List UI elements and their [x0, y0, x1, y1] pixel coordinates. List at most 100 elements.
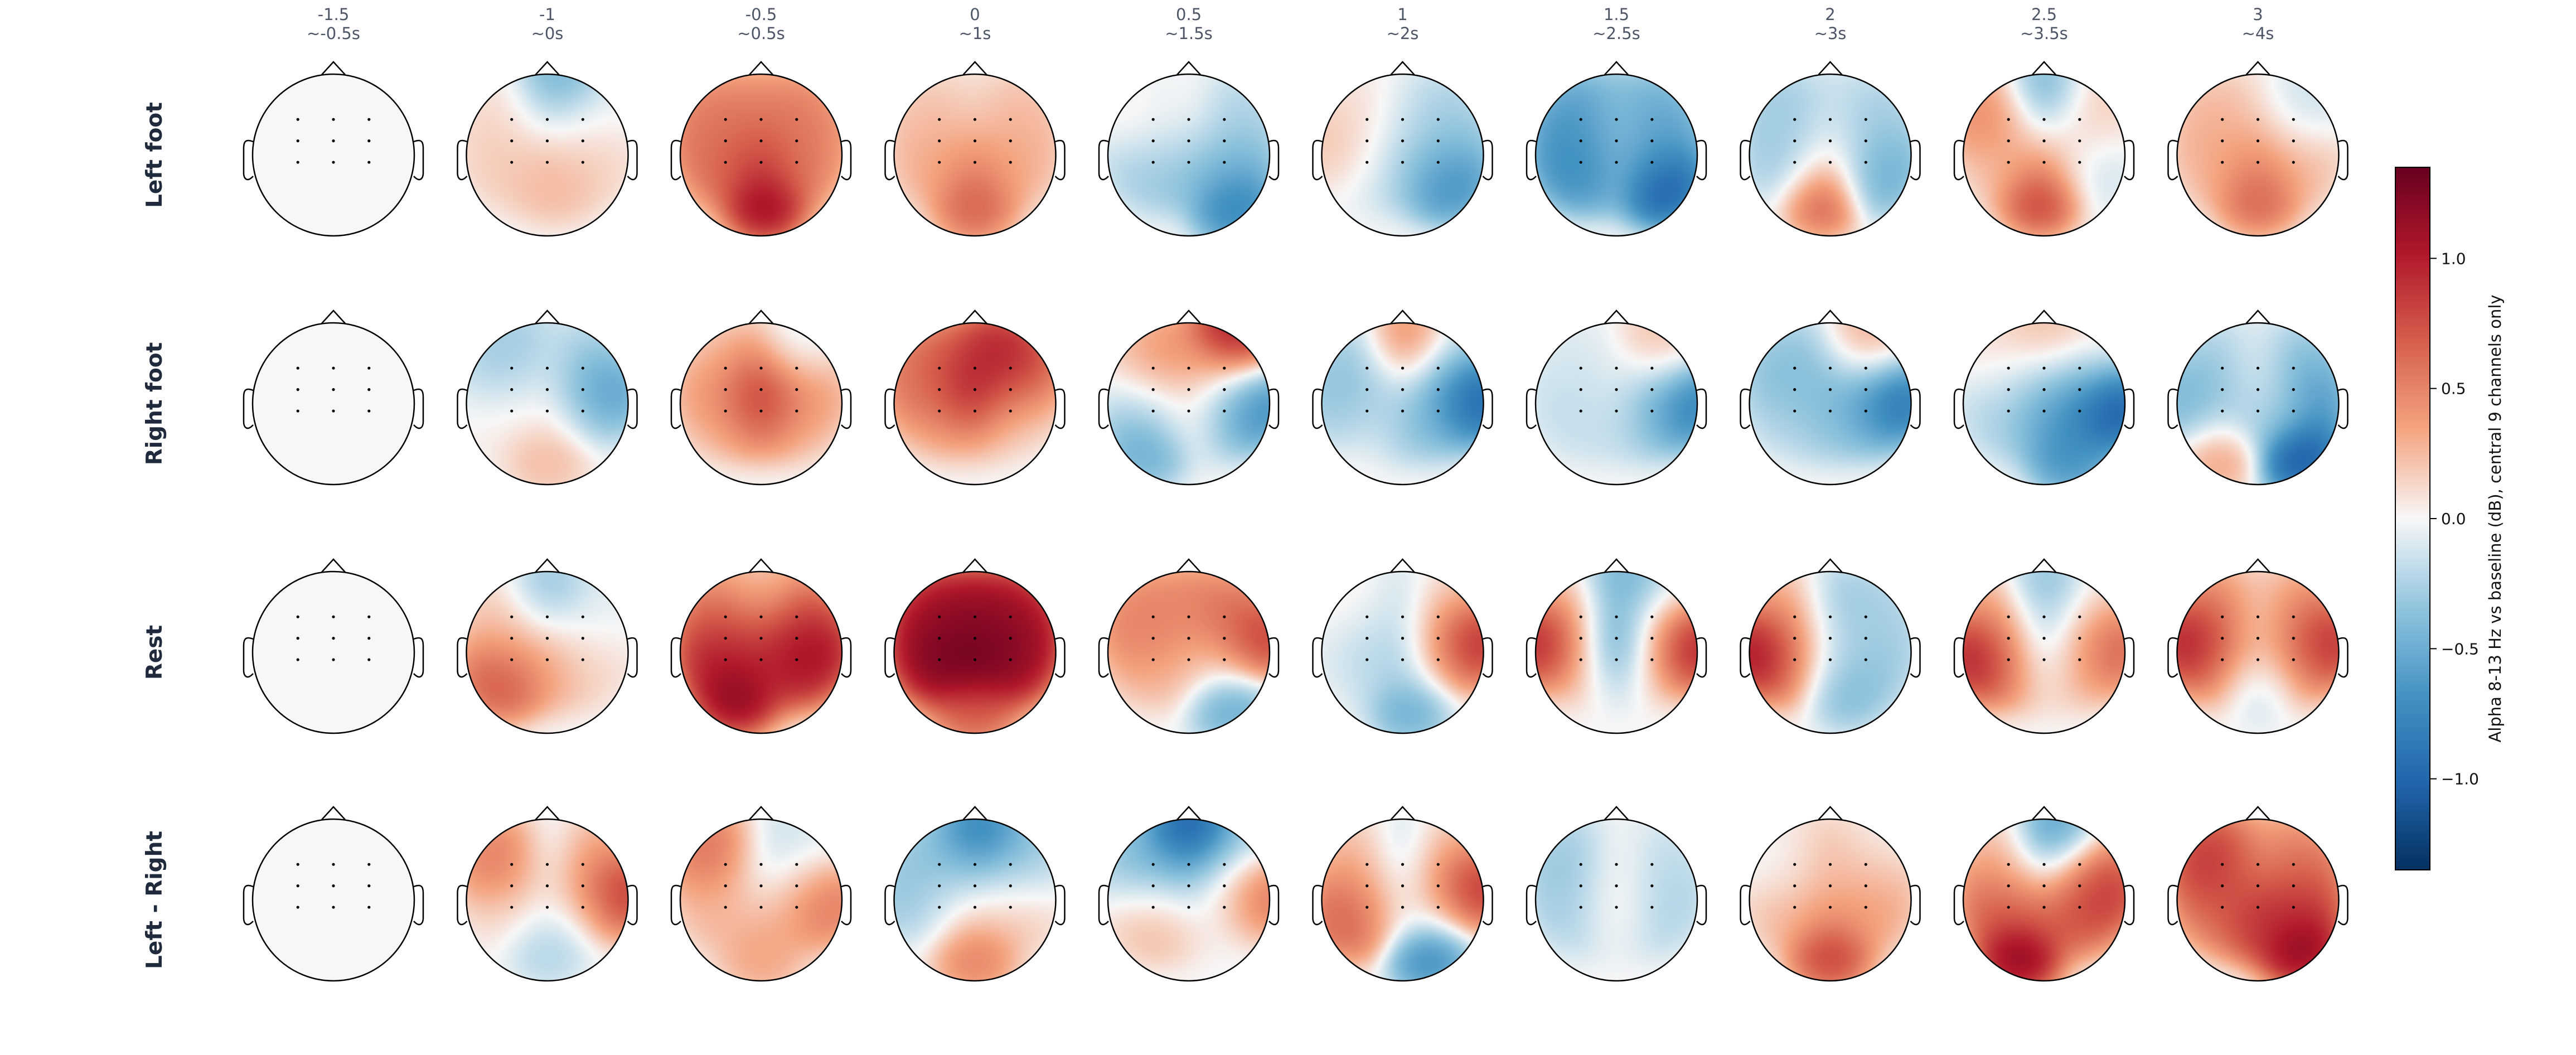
- sensor-dot: [1579, 409, 1582, 413]
- nose-outline: [2245, 806, 2270, 820]
- head-outline: [1107, 818, 1271, 982]
- sensor-dot: [367, 863, 371, 866]
- nose-outline: [1176, 558, 1201, 573]
- right-ear-outline: [2124, 388, 2135, 429]
- head-outline: [466, 322, 629, 486]
- topomap-field: [1536, 323, 1697, 485]
- sensor-dot: [1864, 658, 1867, 661]
- sensor-dot: [1366, 863, 1369, 866]
- sensor-dot: [1864, 139, 1867, 143]
- sensor-dot: [2007, 658, 2010, 661]
- head-outline: [466, 818, 629, 982]
- sensor-dot: [1401, 366, 1405, 370]
- nose-outline: [1818, 61, 1843, 75]
- sensor-dot: [332, 637, 335, 640]
- sensor-dot: [332, 658, 335, 661]
- sensor-dot: [1793, 139, 1797, 143]
- head-outline: [1749, 818, 1912, 982]
- nose-outline: [962, 61, 987, 75]
- head-outline: [2176, 322, 2340, 486]
- sensor-dot: [332, 906, 335, 909]
- colorbar-tick-label: 0.5: [2441, 380, 2466, 398]
- right-ear-outline: [1696, 637, 1707, 678]
- head-outline: [251, 570, 415, 734]
- sensor-dot: [1151, 658, 1155, 661]
- topomap: [1312, 309, 1493, 486]
- sensor-dot: [2221, 615, 2224, 618]
- right-ear-outline: [2337, 139, 2349, 181]
- sensor-dot: [1650, 388, 1654, 391]
- left-ear-outline: [884, 139, 895, 181]
- sensor-dot: [545, 863, 549, 866]
- sensor-dot: [1401, 388, 1405, 391]
- sensor-dot: [724, 658, 727, 661]
- head-outline: [1534, 818, 1698, 982]
- sensor-dot: [1401, 863, 1405, 866]
- right-ear-outline: [841, 884, 852, 926]
- sensor-dot: [296, 637, 299, 640]
- column-time-label: ~0.5s: [737, 24, 785, 43]
- sensor-dot: [1223, 409, 1226, 413]
- topomap: [670, 806, 852, 982]
- left-ear-outline: [243, 637, 254, 678]
- sensor-dot: [1650, 637, 1654, 640]
- sensor-dot: [1151, 161, 1155, 164]
- sensor-dot: [1401, 161, 1405, 164]
- left-ear-outline: [457, 388, 468, 429]
- sensor-dot: [795, 118, 798, 121]
- sensor-dot: [1436, 863, 1440, 866]
- right-ear-outline: [413, 637, 424, 678]
- sensor-dot: [795, 615, 798, 618]
- sensor-dot: [724, 118, 727, 121]
- head-outline: [679, 322, 843, 486]
- sensor-dot: [2292, 863, 2295, 866]
- topomap: [1740, 558, 1921, 734]
- right-ear-outline: [1482, 139, 1493, 181]
- sensor-dot: [795, 409, 798, 413]
- nose-outline: [2032, 309, 2056, 324]
- sensor-dot: [2078, 388, 2081, 391]
- topomap: [1098, 61, 1280, 237]
- sensor-dot: [759, 637, 763, 640]
- sensor-dot: [795, 161, 798, 164]
- head-outline: [1321, 818, 1484, 982]
- topomap: [2167, 309, 2349, 486]
- sensor-dot: [2256, 409, 2260, 413]
- sensor-dot: [2078, 863, 2081, 866]
- sensor-dot: [1864, 409, 1867, 413]
- head-outline: [1107, 570, 1271, 734]
- sensor-dot: [2078, 161, 2081, 164]
- sensor-dot: [2042, 884, 2046, 888]
- topomap-field: [1108, 572, 1270, 733]
- sensor-dot: [1650, 161, 1654, 164]
- sensor-dot: [2256, 118, 2260, 121]
- head-outline: [679, 73, 843, 237]
- sensor-dot: [2007, 388, 2010, 391]
- topomap-field: [466, 819, 628, 981]
- sensor-dot: [296, 906, 299, 909]
- left-ear-outline: [1312, 884, 1323, 926]
- sensor-dot: [1187, 615, 1190, 618]
- sensor-dot: [1650, 615, 1654, 618]
- right-ear-outline: [1268, 637, 1280, 678]
- left-ear-outline: [2167, 637, 2178, 678]
- sensor-dot: [1828, 139, 1832, 143]
- sensor-dot: [759, 366, 763, 370]
- sensor-dot: [1223, 863, 1226, 866]
- sensor-dot: [510, 388, 514, 391]
- nose-outline: [1818, 558, 1843, 573]
- head-outline: [1962, 322, 2126, 486]
- sensor-dot: [296, 139, 299, 143]
- sensor-dot: [938, 139, 941, 143]
- sensor-dot: [1793, 409, 1797, 413]
- left-ear-outline: [1098, 139, 1109, 181]
- topomap-field: [1108, 323, 1270, 485]
- sensor-dot: [2042, 118, 2046, 121]
- sensor-dot: [724, 139, 727, 143]
- right-ear-outline: [2337, 884, 2349, 926]
- sensor-dot: [2007, 139, 2010, 143]
- sensor-dot: [724, 615, 727, 618]
- nose-outline: [1604, 558, 1629, 573]
- head-outline: [1749, 570, 1912, 734]
